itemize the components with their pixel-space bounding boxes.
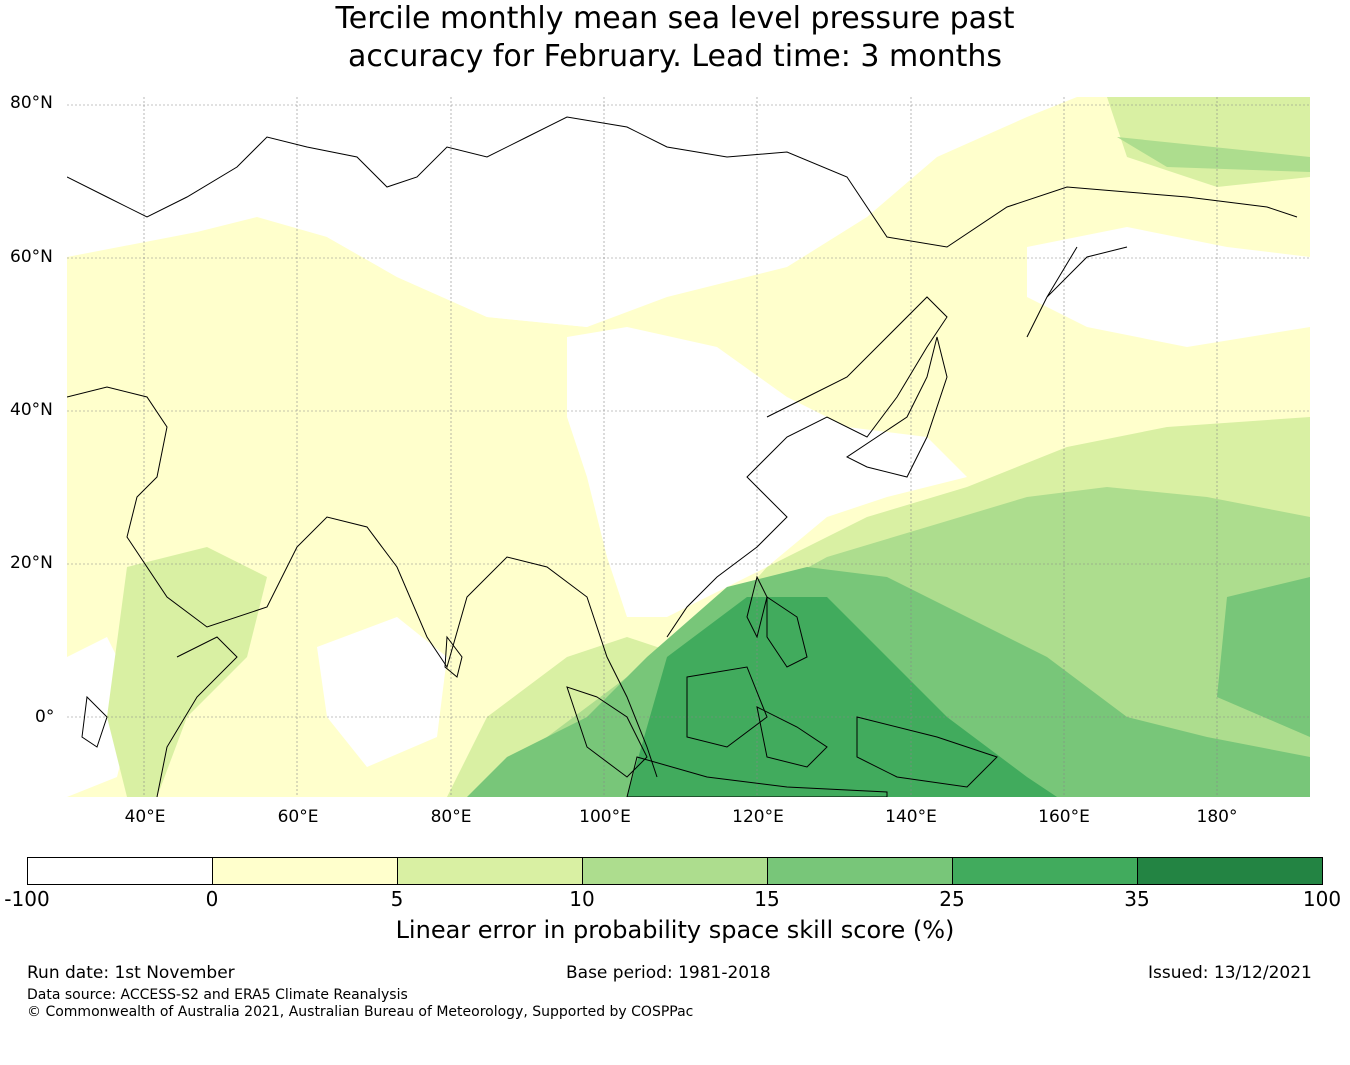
lon-label-80e: 80°E bbox=[430, 807, 472, 827]
region-skill-25-35 bbox=[627, 597, 1057, 797]
skill-score-map bbox=[67, 97, 1310, 797]
colorbar bbox=[27, 857, 1323, 885]
copyright: © Commonwealth of Australia 2021, Austra… bbox=[27, 1004, 694, 1020]
colorbar-tick: -100 bbox=[4, 887, 50, 911]
lon-label-160e: 160°E bbox=[1038, 807, 1090, 827]
colorbar-tick: 10 bbox=[569, 887, 595, 911]
map-graticule bbox=[67, 97, 1310, 797]
colorbar-tick: 15 bbox=[754, 887, 780, 911]
lat-label-40n: 40°N bbox=[10, 400, 53, 420]
colorbar-segment bbox=[398, 858, 583, 884]
data-source: Data source: ACCESS-S2 and ERA5 Climate … bbox=[27, 987, 408, 1003]
colorbar-tick: 35 bbox=[1124, 887, 1150, 911]
colorbar-segment bbox=[953, 858, 1138, 884]
lat-label-20n: 20°N bbox=[10, 553, 53, 573]
lat-label-60n: 60°N bbox=[10, 247, 53, 267]
colorbar-tick: 0 bbox=[205, 887, 219, 911]
colorbar-segment bbox=[768, 858, 953, 884]
title-line-1: Tercile monthly mean sea level pressure … bbox=[335, 1, 1015, 36]
colorbar-tick: 5 bbox=[390, 887, 404, 911]
coastlines bbox=[67, 116, 1298, 797]
lat-label-80n: 80°N bbox=[10, 93, 53, 113]
colorbar-segment bbox=[28, 858, 213, 884]
colorbar-tick: 25 bbox=[939, 887, 965, 911]
issued-date: Issued: 13/12/2021 bbox=[1148, 963, 1312, 983]
run-date: Run date: 1st November bbox=[27, 963, 235, 983]
lon-label-180: 180° bbox=[1196, 807, 1238, 827]
colorbar-segment bbox=[1138, 858, 1322, 884]
colorbar-tick: 100 bbox=[1302, 887, 1342, 911]
colorbar-label: Linear error in probability space skill … bbox=[395, 916, 955, 944]
colorbar-segment bbox=[583, 858, 768, 884]
title-line-2: accuracy for February. Lead time: 3 mont… bbox=[347, 39, 1003, 74]
lon-label-120e: 120°E bbox=[732, 807, 784, 827]
lon-label-40e: 40°E bbox=[124, 807, 166, 827]
lon-label-140e: 140°E bbox=[885, 807, 937, 827]
lon-label-60e: 60°E bbox=[277, 807, 319, 827]
chart-title: Tercile monthly mean sea level pressure … bbox=[0, 0, 1350, 76]
base-period: Base period: 1981-2018 bbox=[566, 963, 771, 983]
lat-label-0: 0° bbox=[35, 707, 55, 727]
colorbar-segment bbox=[213, 858, 398, 884]
lon-label-100e: 100°E bbox=[579, 807, 631, 827]
